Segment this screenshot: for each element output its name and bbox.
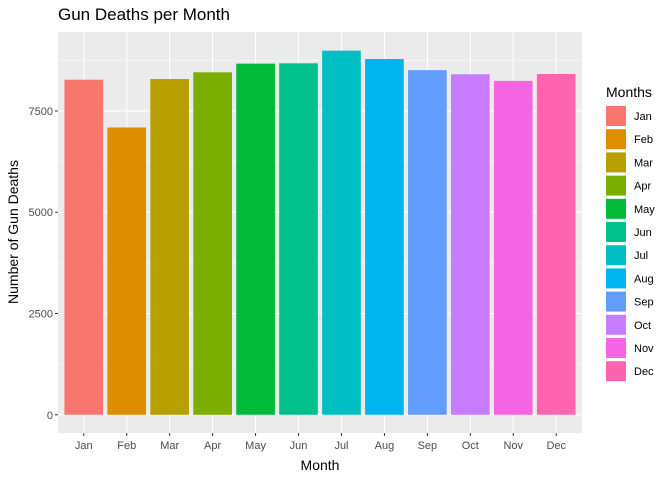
bar-dec [536, 74, 576, 415]
bar-nov [493, 80, 533, 415]
legend-label-jun: Jun [634, 227, 652, 239]
y-tick-label: 2500 [29, 309, 53, 321]
x-tick-label: Jul [334, 440, 348, 452]
x-tick-label: Dec [546, 440, 566, 452]
legend-key-dec [606, 361, 626, 382]
bar-feb [107, 127, 147, 415]
y-tick-label: 5000 [29, 207, 53, 219]
bar-apr [193, 72, 232, 415]
x-tick-label: Jun [290, 440, 308, 452]
legend-label-jan: Jan [634, 111, 652, 123]
legend-label-jul: Jul [634, 250, 648, 262]
legend-key-oct [606, 314, 626, 335]
chart-title: Gun Deaths per Month [58, 5, 230, 24]
legend-key-feb [606, 129, 626, 150]
x-tick-label: Jan [75, 440, 93, 452]
legend-label-apr: Apr [634, 181, 651, 193]
bar-jul [322, 50, 361, 415]
x-tick-label: Aug [375, 440, 395, 452]
legend-key-apr [606, 175, 626, 196]
legend-label-sep: Sep [634, 297, 654, 309]
bar-mar [150, 79, 189, 415]
x-tick-label: May [245, 440, 266, 452]
y-axis: 0 2500 5000 7500 [29, 106, 58, 422]
x-tick-label: Feb [117, 440, 136, 452]
legend-key-jan [606, 106, 626, 126]
legend-label-oct: Oct [634, 320, 651, 332]
legend-title: Months [606, 84, 652, 100]
legend-key-jun [606, 222, 626, 242]
legend-key-nov [606, 338, 626, 358]
legend-label-dec: Dec [634, 366, 654, 378]
x-tick-label: Mar [160, 440, 179, 452]
x-tick-label: Apr [204, 440, 221, 452]
bar-jan [64, 79, 104, 415]
x-tick-label: Nov [503, 440, 523, 452]
bars [64, 50, 576, 415]
x-axis-title: Month [301, 457, 340, 473]
legend: Months Jan Feb Mar Apr May Jun Jul Aug Sep Oct Nov… [606, 84, 655, 382]
bar-sep [408, 70, 447, 415]
legend-key-sep [606, 291, 626, 312]
legend-label-feb: Feb [634, 134, 653, 146]
legend-key-jul [606, 245, 626, 266]
legend-items: Jan Feb Mar Apr May Jun Jul Aug Sep Oct Nov Dec [606, 106, 655, 382]
bar-jun [279, 63, 318, 415]
x-axis: Jan Feb Mar Apr May Jun Jul Aug Sep Oct Nov Dec [75, 433, 567, 452]
legend-key-may [606, 198, 626, 219]
x-tick-label: Oct [462, 440, 479, 452]
legend-label-mar: Mar [634, 157, 653, 169]
legend-label-may: May [634, 204, 655, 216]
legend-key-mar [606, 152, 626, 173]
bar-oct [451, 74, 490, 415]
y-tick-label: 7500 [29, 106, 53, 118]
legend-label-nov: Nov [634, 343, 654, 355]
y-axis-title: Number of Gun Deaths [5, 160, 21, 304]
legend-label-aug: Aug [634, 273, 654, 285]
bar-may [236, 63, 275, 415]
bar-aug [365, 59, 404, 415]
legend-key-aug [606, 268, 626, 289]
x-tick-label: Sep [418, 440, 438, 452]
y-tick-label: 0 [47, 410, 53, 422]
